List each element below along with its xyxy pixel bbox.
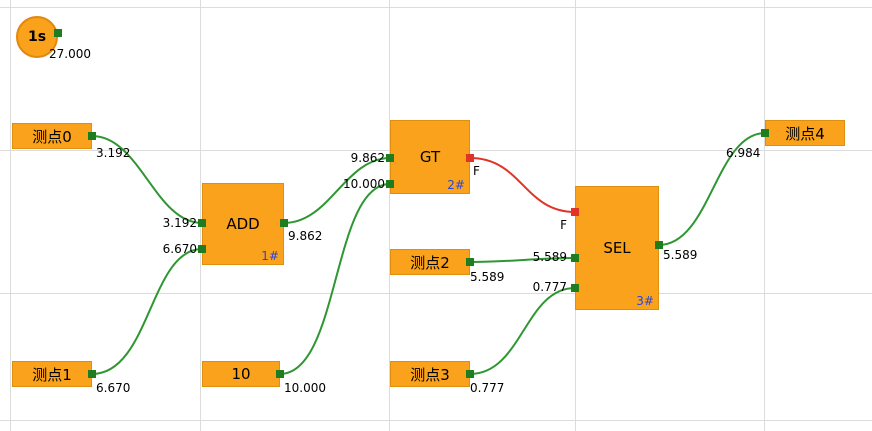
block-gt[interactable]: GT 2# [390,120,470,194]
value-label-sel-in1: F [560,218,567,232]
port-gt-in2[interactable] [386,180,394,188]
port-cedian2-out[interactable] [466,258,474,266]
port-timer-out[interactable] [54,29,62,37]
block-index: 3# [636,294,654,308]
port-sel-in2[interactable] [571,254,579,262]
timer-block[interactable]: 1s [16,16,58,58]
port-sel-in3[interactable] [571,284,579,292]
port-sel-out[interactable] [655,241,663,249]
block-cedian4[interactable]: 测点4 [765,120,845,146]
block-label: 测点2 [410,253,450,272]
block-const10[interactable]: 10 [202,361,280,387]
block-label: SEL [603,239,631,257]
value-label-const10-out: 10.000 [284,381,326,395]
block-sel[interactable]: SEL 3# [575,186,659,310]
block-index: 2# [447,178,465,192]
port-cedian4-in[interactable] [761,129,769,137]
value-label-cedian3-out: 0.777 [470,381,505,395]
value-label-sel-in2: 5.589 [532,250,567,264]
value-label-gt-in1: 9.862 [350,151,385,165]
port-sel-in1[interactable] [571,208,579,216]
wire-cedian3-to-sel[interactable] [469,287,576,375]
block-add[interactable]: ADD 1# [202,183,284,265]
block-label: 测点4 [785,124,825,143]
port-add-in1[interactable] [198,219,206,227]
port-gt-out[interactable] [466,154,474,162]
value-label-cedian0-out: 3.192 [96,146,131,160]
timer-label: 1s [27,29,47,45]
value-label-cedian1-out: 6.670 [96,381,131,395]
block-cedian3[interactable]: 测点3 [390,361,470,387]
value-label-cedian2-out: 5.589 [470,270,505,284]
port-cedian0-out[interactable] [88,132,96,140]
block-cedian2[interactable]: 测点2 [390,249,470,275]
wire-cedian2-to-sel[interactable] [469,257,576,263]
block-index: 1# [261,249,279,263]
wire-gt-to-sel[interactable] [469,157,576,213]
block-label: ADD [226,215,260,233]
wire-sel-to-cedian4[interactable] [658,132,766,246]
block-label: 测点1 [32,365,72,384]
wire-add-to-gt[interactable] [283,157,391,224]
value-label-sel-out: 5.589 [663,248,698,262]
port-cedian3-out[interactable] [466,370,474,378]
value-label-sel-in3: 0.777 [532,280,567,294]
block-cedian1[interactable]: 测点1 [12,361,92,387]
port-cedian1-out[interactable] [88,370,96,378]
wire-cedian0-to-add[interactable] [91,135,203,224]
port-add-in2[interactable] [198,245,206,253]
value-label-gt-in2: 10.000 [343,177,385,191]
wire-cedian1-to-add[interactable] [91,248,203,375]
port-add-out[interactable] [280,219,288,227]
value-label-add-in2: 6.670 [162,242,197,256]
value-label-add-out: 9.862 [288,229,323,243]
block-label: 测点0 [32,127,72,146]
value-label-timer: 27.000 [49,47,91,61]
port-gt-in1[interactable] [386,154,394,162]
block-label: 10 [231,365,251,383]
wire-const10-to-gt[interactable] [279,183,391,375]
value-label-gt-out: F [473,164,480,178]
block-cedian0[interactable]: 测点0 [12,123,92,149]
block-label: 测点3 [410,365,450,384]
block-label: GT [419,148,441,166]
value-label-cedian4-in: 6.984 [726,146,761,160]
value-label-add-in1: 3.192 [162,216,197,230]
port-const10-out[interactable] [276,370,284,378]
